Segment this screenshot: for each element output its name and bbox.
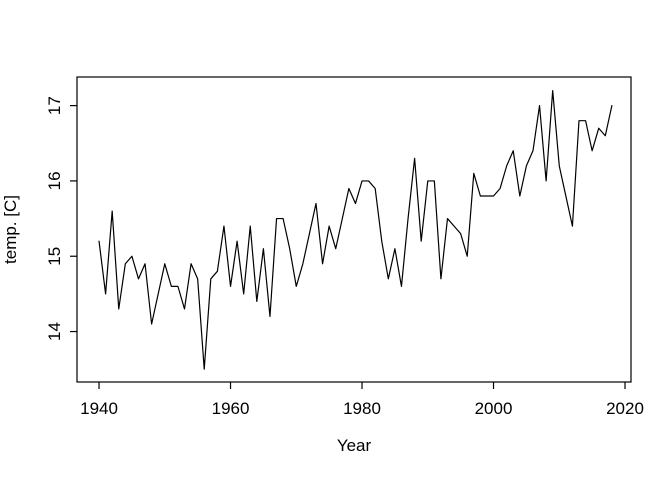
plot-frame: [76, 76, 632, 383]
data-series-group: [98, 89, 613, 370]
x-tick-label: 2000: [475, 399, 513, 418]
x-axis: 1940 1960 1980 2000 2020: [80, 382, 644, 418]
y-tick-label: 15: [45, 247, 64, 266]
y-tick-label: 17: [45, 96, 64, 115]
y-tick-label: 14: [45, 322, 64, 341]
x-tick-label: 1960: [212, 399, 250, 418]
x-axis-title: Year: [337, 436, 372, 455]
temperature-line: [98, 89, 613, 370]
x-tick-label: 1940: [80, 399, 118, 418]
x-tick-label: 1980: [343, 399, 381, 418]
y-tick-label: 16: [45, 171, 64, 190]
y-axis-title: temp. [C]: [1, 195, 20, 264]
y-axis: 14 15 16 17: [45, 96, 77, 341]
x-tick-label: 2020: [606, 399, 644, 418]
